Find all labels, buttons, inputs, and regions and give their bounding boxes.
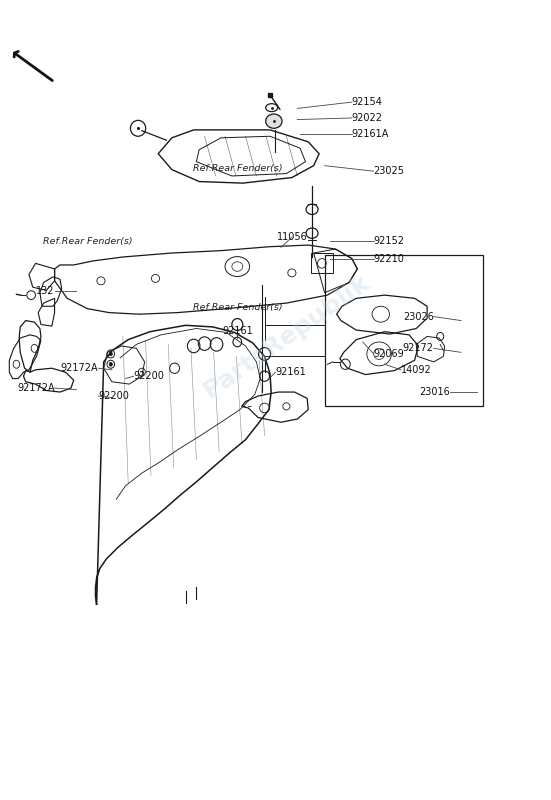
- Text: 132: 132: [36, 286, 55, 296]
- Text: 92172A: 92172A: [17, 383, 55, 393]
- Text: 92161A: 92161A: [352, 129, 389, 139]
- Text: 23026: 23026: [403, 311, 434, 322]
- Text: 92200: 92200: [98, 391, 129, 401]
- Text: 92172: 92172: [403, 343, 434, 354]
- Text: Ref.Rear Fender(s): Ref.Rear Fender(s): [192, 302, 282, 311]
- Text: 23025: 23025: [374, 166, 404, 176]
- Text: 92069: 92069: [374, 349, 404, 359]
- Ellipse shape: [266, 114, 282, 128]
- Ellipse shape: [109, 352, 112, 356]
- Text: 23016: 23016: [419, 387, 450, 397]
- Text: 92154: 92154: [352, 97, 383, 107]
- Bar: [325, 255, 483, 406]
- Text: 11056: 11056: [277, 232, 307, 242]
- Text: PartsRepublik: PartsRepublik: [198, 270, 374, 403]
- Text: 92161: 92161: [222, 326, 253, 336]
- Text: 92022: 92022: [352, 113, 383, 123]
- Text: 92172A: 92172A: [61, 363, 98, 374]
- Text: Ref.Rear Fender(s): Ref.Rear Fender(s): [192, 163, 282, 173]
- Text: 92210: 92210: [374, 254, 404, 263]
- Text: 92152: 92152: [374, 236, 404, 246]
- Ellipse shape: [109, 362, 112, 366]
- Text: 14092: 14092: [401, 365, 431, 375]
- Bar: [311, 253, 333, 273]
- Text: Ref.Rear Fender(s): Ref.Rear Fender(s): [42, 237, 132, 246]
- Text: 92161: 92161: [276, 367, 306, 377]
- Text: 92200: 92200: [134, 371, 165, 381]
